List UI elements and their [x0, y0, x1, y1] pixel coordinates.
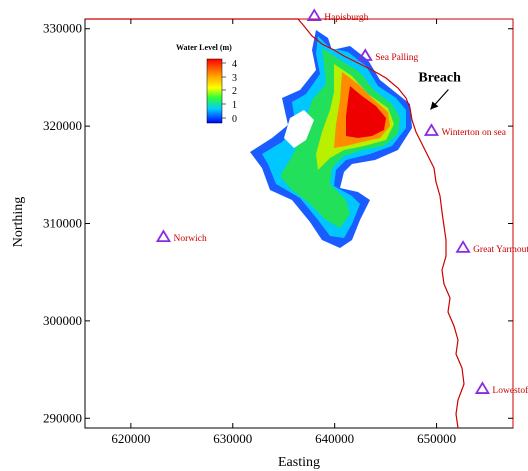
legend-label: 1 — [232, 100, 237, 111]
coastline-border — [298, 18, 514, 428]
x-tick-label: 640000 — [315, 431, 354, 446]
breach-arrowhead-icon — [430, 101, 439, 110]
place-label: Hapisburgh — [324, 13, 368, 23]
flood-zone-4m — [346, 86, 386, 138]
y-tick-label: 310000 — [43, 216, 82, 231]
place-marker-icon — [306, 8, 322, 21]
flood-interior-gap — [284, 110, 314, 148]
legend-colorbar — [206, 58, 223, 124]
x-axis-label: Easting — [278, 455, 320, 470]
place-marker-icon — [423, 123, 440, 136]
place-label: Winterton on sea — [441, 128, 506, 138]
x-tick-label: 650000 — [417, 431, 456, 446]
place-marker-icon — [455, 240, 471, 253]
y-tick-label: 330000 — [43, 21, 82, 36]
place-label: Norwich — [173, 234, 206, 244]
y-tick-label: 290000 — [43, 410, 82, 425]
x-tick-label: 630000 — [213, 431, 252, 446]
breach-label: Breach — [418, 71, 461, 86]
y-tick-label: 300000 — [43, 313, 82, 328]
legend-label: 2 — [232, 86, 237, 97]
place-label: Great Yarmouth — [473, 245, 528, 255]
y-axis-label: Northing — [11, 197, 26, 248]
x-tick-label: 620000 — [111, 431, 150, 446]
legend-label: 3 — [232, 73, 237, 84]
legend-label: 4 — [232, 59, 237, 70]
y-tick-label: 320000 — [43, 118, 82, 133]
legend-label: 0 — [232, 114, 237, 125]
place-marker-icon — [155, 229, 172, 243]
flood-extent — [250, 30, 412, 248]
place-label: Sea Palling — [375, 53, 418, 63]
place-marker-icon — [474, 381, 491, 394]
coastline — [85, 18, 465, 429]
legend: Water Level (m) 4 3 2 1 0 — [176, 43, 237, 125]
place-marker-icon — [357, 48, 373, 61]
legend-title: Water Level (m) — [176, 43, 232, 52]
place-label: Lowestoft — [492, 385, 528, 396]
